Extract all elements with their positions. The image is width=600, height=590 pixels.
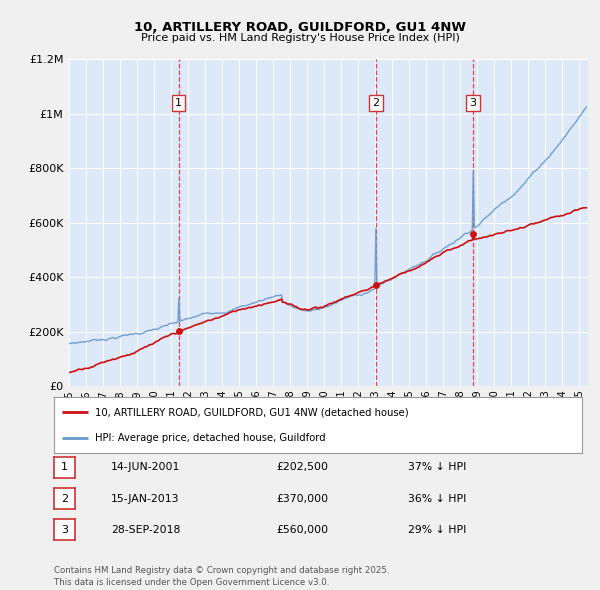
Text: 28-SEP-2018: 28-SEP-2018 — [111, 525, 181, 535]
Text: 3: 3 — [469, 98, 476, 108]
Text: 10, ARTILLERY ROAD, GUILDFORD, GU1 4NW (detached house): 10, ARTILLERY ROAD, GUILDFORD, GU1 4NW (… — [95, 407, 409, 417]
Text: 29% ↓ HPI: 29% ↓ HPI — [408, 525, 466, 535]
Text: 10, ARTILLERY ROAD, GUILDFORD, GU1 4NW: 10, ARTILLERY ROAD, GUILDFORD, GU1 4NW — [134, 21, 466, 34]
Text: 1: 1 — [175, 98, 182, 108]
Text: Price paid vs. HM Land Registry's House Price Index (HPI): Price paid vs. HM Land Registry's House … — [140, 33, 460, 43]
Text: 1: 1 — [61, 463, 68, 472]
Text: £370,000: £370,000 — [276, 494, 328, 503]
Text: £560,000: £560,000 — [276, 525, 328, 535]
Text: 2: 2 — [61, 494, 68, 503]
Text: 3: 3 — [61, 525, 68, 535]
Text: Contains HM Land Registry data © Crown copyright and database right 2025.
This d: Contains HM Land Registry data © Crown c… — [54, 566, 389, 587]
Text: £202,500: £202,500 — [276, 463, 328, 472]
Text: 2: 2 — [373, 98, 380, 108]
Text: 15-JAN-2013: 15-JAN-2013 — [111, 494, 179, 503]
Text: 14-JUN-2001: 14-JUN-2001 — [111, 463, 181, 472]
Text: 36% ↓ HPI: 36% ↓ HPI — [408, 494, 466, 503]
Text: HPI: Average price, detached house, Guildford: HPI: Average price, detached house, Guil… — [95, 433, 326, 443]
Text: 37% ↓ HPI: 37% ↓ HPI — [408, 463, 466, 472]
